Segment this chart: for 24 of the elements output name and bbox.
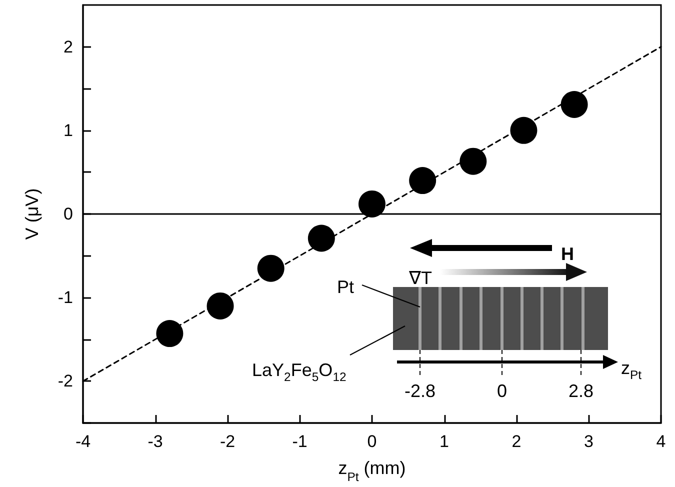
y-tick-label: 1 <box>64 120 73 140</box>
x-tick-label: 1 <box>440 432 449 451</box>
annotation: 2.8 <box>568 380 594 401</box>
annotation: z$_{Pt}$ <box>621 358 642 382</box>
y-tick-label: -2 <box>58 372 73 391</box>
annotation: -2.8 <box>404 380 436 401</box>
y-tick-label: 2 <box>64 37 73 56</box>
x-tick-label: 4 <box>656 432 666 451</box>
annotation: H <box>561 244 574 264</box>
annotation: 0 <box>496 380 508 401</box>
x-tick-label: -4 <box>75 432 91 451</box>
x-tick-label: -2 <box>220 432 236 451</box>
x-tick-label: 2 <box>512 432 522 451</box>
y-axis-title: V (μV) <box>22 188 42 240</box>
x-tick-label: 3 <box>584 432 594 451</box>
y-tick-label: 0 <box>64 204 73 224</box>
x-tick-label: 0 <box>367 432 377 451</box>
x-tick-label: -1 <box>292 432 308 451</box>
annotation: LaY$_{2}$Fe$_{5}$O$_{12}$ <box>252 360 346 384</box>
annotation: ∇T <box>408 268 432 288</box>
x-tick-label: -3 <box>148 432 163 451</box>
annotation: Pt <box>337 276 354 297</box>
y-tick-label: -1 <box>58 288 73 308</box>
x-axis-title: z$_{Pt}$ (mm) <box>338 458 406 484</box>
